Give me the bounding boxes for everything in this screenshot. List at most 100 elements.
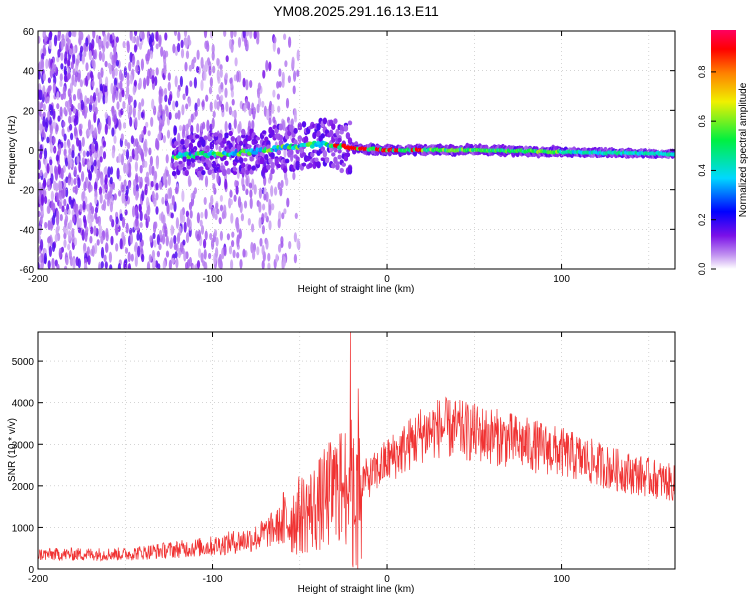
- spectrogram-cell: [95, 216, 99, 225]
- spectrogram-cell: [188, 97, 192, 107]
- spectrogram-cell: [184, 37, 188, 49]
- spectrogram-cell: [230, 43, 234, 53]
- spectrogram-cell: [46, 136, 50, 144]
- spectrogram-cell: [44, 35, 48, 42]
- spectrogram-cell: [38, 210, 41, 218]
- spectrogram-cell: [212, 65, 216, 74]
- spectrogram-cell: [42, 103, 46, 111]
- spectrogram-cell: [109, 176, 113, 185]
- spectrogram-cell: [56, 224, 60, 232]
- spectrogram-cell: [292, 171, 296, 181]
- spectrogram-cell: [129, 232, 133, 245]
- spectrogram-cell: [104, 111, 108, 119]
- spectrogram-cell: [229, 77, 233, 84]
- spectrogram-cell: [104, 174, 108, 185]
- spectrogram-cell: [182, 239, 186, 246]
- spectrogram-cell: [111, 127, 115, 137]
- spectrogram-cell: [38, 225, 42, 236]
- spectrogram-cell: [38, 121, 41, 131]
- spectrogram-cell: [78, 217, 82, 229]
- spectrogram-cell: [172, 100, 176, 111]
- spectrogram-cell: [232, 249, 236, 259]
- spectrogram-cell: [125, 222, 129, 234]
- spectrogram-cell: [85, 62, 89, 72]
- spectrogram-cell: [293, 108, 297, 120]
- spectrogram-cell: [341, 162, 346, 167]
- spectrogram-cell: [203, 238, 207, 249]
- spectrogram-cell: [296, 69, 300, 77]
- spectrogram-cell: [89, 155, 94, 166]
- spectrogram-cell: [60, 63, 64, 70]
- spectrogram-cell: [159, 182, 163, 190]
- spectrogram-cell: [303, 135, 309, 143]
- spectrogram-cell: [161, 233, 166, 245]
- spectrogram-cell: [42, 31, 46, 38]
- spectrogram-cell: [244, 37, 248, 48]
- spectrogram-cell: [206, 119, 210, 132]
- spectrogram-cell: [104, 60, 108, 68]
- spectrogram-cell: [102, 140, 107, 148]
- spectrogram-cell: [151, 98, 155, 110]
- spectrogram-cell: [261, 244, 265, 256]
- spectrogram-cell: [66, 37, 70, 46]
- spectrogram-cell: [115, 59, 119, 67]
- spectrogram-cell: [141, 253, 145, 263]
- colorbar-tick-label: 0.0: [697, 263, 707, 276]
- spectrogram-cell: [183, 251, 187, 262]
- spectrogram-cell: [144, 160, 148, 168]
- spectrogram-cell: [238, 140, 244, 146]
- spectrogram-cell: [177, 42, 181, 53]
- snr-frame: [37, 331, 676, 570]
- spectrogram-cell: [182, 155, 187, 163]
- spectrogram-cell: [243, 157, 248, 162]
- y-tick-label: 20: [23, 106, 35, 117]
- spectrogram-cell: [183, 31, 188, 38]
- spectrogram-cell: [56, 103, 60, 110]
- spectrogram-cell: [98, 261, 102, 269]
- spectrogram-cell: [72, 46, 76, 55]
- spectrogram-cell: [150, 116, 154, 127]
- spectrogram-cell: [70, 61, 74, 70]
- spectrogram-cell: [59, 106, 63, 117]
- spectrogram-cell: [164, 94, 168, 103]
- spectrogram-cell: [180, 39, 184, 49]
- spectrogram-cell: [295, 156, 300, 163]
- spectrogram-cell: [91, 141, 95, 154]
- spectrogram-cell: [247, 217, 251, 226]
- spectrogram-cell: [265, 191, 269, 203]
- spectrogram-cell: [126, 72, 130, 81]
- spectrogram-cell: [64, 51, 68, 62]
- spectrogram-cell: [138, 42, 143, 50]
- spectrogram-cell: [41, 129, 45, 138]
- spectrogram-cell: [183, 221, 187, 233]
- spectrogram-cell: [253, 150, 259, 155]
- spectrogram-cell: [293, 139, 298, 145]
- spectrogram-cell: [61, 205, 65, 213]
- spectrogram-cell: [241, 167, 246, 174]
- spectrogram-cell: [230, 89, 234, 98]
- spectrogram-cell: [280, 236, 284, 245]
- spectrogram-cell: [130, 253, 134, 262]
- spectrogram-cell: [79, 204, 83, 212]
- spectrogram-cell: [40, 101, 44, 109]
- spectrogram-cell: [236, 135, 242, 143]
- spectrogram-cell: [56, 192, 60, 203]
- spectrogram-cell: [171, 257, 175, 265]
- spectrogram-cell: [214, 213, 218, 221]
- spectrogram-cell: [203, 249, 207, 260]
- spectrogram-cell: [148, 163, 152, 176]
- spectrogram-cell: [40, 239, 44, 251]
- spectrogram-cell: [71, 150, 75, 159]
- spectrogram-cell: [222, 168, 227, 177]
- spectrogram-cell: [81, 54, 85, 65]
- spectrogram-cell: [174, 75, 178, 88]
- spectrogram-cell: [117, 262, 121, 269]
- spectrogram-cell: [266, 164, 271, 170]
- spectrogram-cell: [276, 81, 280, 89]
- spectrogram-cell: [47, 110, 51, 121]
- spectrogram-cell: [301, 121, 307, 128]
- spectrogram-cell: [52, 214, 56, 226]
- spectrogram-cell: [68, 195, 72, 205]
- spectrogram-cell: [63, 198, 67, 207]
